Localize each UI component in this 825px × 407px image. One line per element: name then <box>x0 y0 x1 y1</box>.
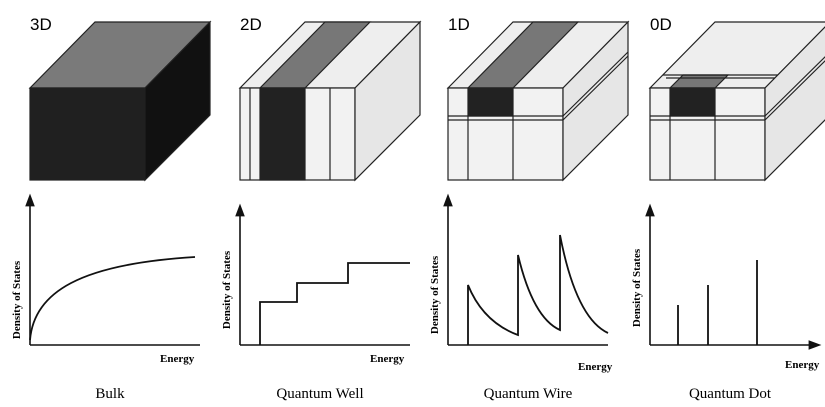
x-axis-label: Energy <box>578 361 613 373</box>
dimension-label: 0D <box>650 15 672 34</box>
caption: Quantum Well <box>276 386 363 402</box>
box <box>448 22 628 180</box>
box <box>240 22 420 180</box>
graph: Density of States Energy <box>221 210 410 365</box>
figure: 3D Density of States Energy Bulk 2D <box>0 0 825 407</box>
x-axis-label: Energy <box>785 359 820 371</box>
graph: Density of States Energy <box>429 200 613 373</box>
panel-dot: 0D Density of States Energy Quantum Do <box>631 15 825 402</box>
y-axis-label: Density of States <box>429 255 441 334</box>
dimension-label: 2D <box>240 15 262 34</box>
caption: Quantum Dot <box>689 386 772 402</box>
caption: Quantum Wire <box>484 386 573 402</box>
graph: Density of States Energy <box>631 210 820 371</box>
graph: Density of States Energy <box>11 200 200 365</box>
x-axis-label: Energy <box>370 353 405 365</box>
x-axis-label: Energy <box>160 353 195 365</box>
y-axis-label: Density of States <box>631 248 643 327</box>
y-axis-label: Density of States <box>221 250 233 329</box>
caption: Bulk <box>95 386 125 402</box>
box <box>30 22 210 180</box>
panel-wire: 1D Density of States Energy Quantum Wire <box>429 15 628 402</box>
y-axis-label: Density of States <box>11 260 23 339</box>
panel-bulk: 3D Density of States Energy Bulk <box>11 15 210 402</box>
panel-well: 2D Density of States Energy Quantum Well <box>221 15 420 402</box>
dimension-label: 1D <box>448 15 470 34</box>
dimension-label: 3D <box>30 15 52 34</box>
box <box>650 22 825 180</box>
